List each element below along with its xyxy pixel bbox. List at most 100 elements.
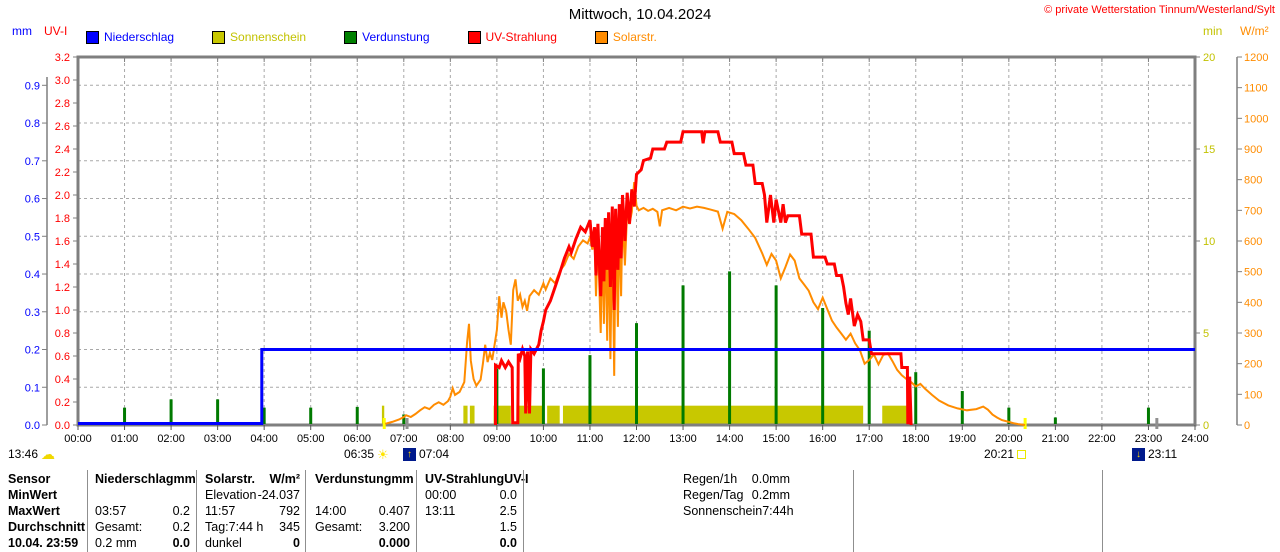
- uv-tick-label: 1.6: [55, 236, 70, 248]
- footer-cell-text: 13:11: [425, 504, 456, 518]
- uv-tick-label: 1.0: [55, 305, 70, 317]
- solarstr-line: [384, 182, 1026, 426]
- footer-col-header-uvstrahlung: UV-Strahlung UV-I: [425, 472, 528, 487]
- wm2-tick-label: 200: [1244, 359, 1262, 371]
- footer-cell-text: 0.0: [499, 536, 517, 550]
- footer-cell-text: 0.0: [172, 536, 190, 550]
- footer-row-label: MinWert: [8, 488, 58, 502]
- footer-cell-text: Gesamt:: [315, 520, 363, 534]
- mm-tick-label: 0.9: [25, 80, 40, 92]
- time-tick-label: 21:00: [1042, 433, 1070, 445]
- footer-cell-text: 0.000: [378, 536, 410, 550]
- chart-legend: Niederschlag Sonnenschein Verdunstung UV…: [86, 30, 657, 44]
- mm-tick-label: 0.7: [25, 156, 40, 168]
- footer-cell-row: Gesamt: 3.200: [315, 520, 410, 535]
- legend-label: Niederschlag: [104, 30, 175, 44]
- sunrise-sun-icon: ☀: [377, 446, 389, 462]
- solarstr-swatch-icon: [594, 30, 608, 44]
- time-tick-label: 08:00: [437, 433, 465, 445]
- uv-tick-label: 0.2: [55, 397, 70, 409]
- legend-item-solarstr: Solarstr.: [594, 30, 657, 44]
- footer-cell-row: dunkel 0: [205, 536, 300, 551]
- footer-cell-row: 03:57 0.2: [95, 504, 190, 519]
- footer-cell-text: 0.407: [378, 504, 410, 518]
- time-tick-label: 19:00: [949, 433, 977, 445]
- footer-info-row: Regen/1h 0.0mm: [683, 472, 790, 487]
- sunshine-block: [547, 405, 560, 425]
- footer-header-text: Niederschlag: [95, 472, 174, 486]
- sunshine-block: [381, 405, 385, 425]
- time-tick-label: 11:00: [577, 433, 604, 445]
- footer-divider: [523, 470, 524, 552]
- footer-header-text: mm: [391, 472, 414, 486]
- uv-tick-label: 0.6: [55, 351, 70, 363]
- uvstrahlung-line: [494, 130, 913, 426]
- uv-tick-label: 2.0: [55, 190, 70, 202]
- footer-cell-text: 0.0: [499, 488, 517, 502]
- sunrise-time-label: 06:35: [344, 447, 375, 461]
- footer-cell-text: 14:00: [315, 504, 347, 518]
- time-tick-label: 02:00: [157, 433, 185, 445]
- footer-cell-text: Elevation: [205, 488, 257, 502]
- wm2-tick-label: 600: [1244, 236, 1262, 248]
- footer-cell-text: 1.5: [499, 520, 517, 534]
- footer-header-text: mm: [173, 472, 196, 486]
- time-tick-label: 16:00: [809, 433, 837, 445]
- wm2-tick-label: 0: [1244, 420, 1250, 432]
- mm-tick-label: 0.8: [25, 118, 40, 130]
- footer-divider: [87, 470, 88, 552]
- marker-moonset: ↓ 23:11: [1132, 447, 1177, 461]
- footer-cell-row: 11:57 792: [205, 504, 300, 519]
- footer-cell-text: 03:57: [95, 504, 127, 518]
- uv-tick-label: 0.8: [55, 328, 70, 340]
- uv-tick-label: 1.2: [55, 282, 70, 294]
- time-tick-label: 10:00: [530, 433, 558, 445]
- wm2-tick-label: 500: [1244, 267, 1262, 279]
- sonnenschein-swatch-icon: [212, 30, 226, 44]
- moonrise-icon: ↑: [403, 447, 416, 461]
- footer-cell-row: 13:11 2.5: [425, 504, 517, 519]
- mm-tick-label: 0.0: [25, 420, 40, 432]
- min-tick-label: 10: [1203, 236, 1215, 248]
- current-time-label: 13:46: [8, 447, 39, 461]
- wm2-tick-label: 400: [1244, 297, 1262, 309]
- footer-info-text: 7:44h: [762, 504, 794, 518]
- footer-cell-row: 1.5: [425, 520, 517, 535]
- mm-tick-label: 0.3: [25, 307, 40, 319]
- footer-cell-text: 2.5: [499, 504, 517, 518]
- uv-tick-label: 0.0: [55, 420, 70, 432]
- footer-cell-text: Tag:7:44 h: [205, 520, 264, 534]
- footer-cell-row: 00:00 0.0: [425, 488, 517, 503]
- sunshine-block: [463, 405, 468, 425]
- legend-item-verdunstung: Verdunstung: [344, 30, 430, 44]
- uv-tick-label: 2.6: [55, 121, 70, 133]
- footer-info-row: Regen/Tag 0.2mm: [683, 488, 790, 503]
- mm-tick-label: 0.2: [25, 345, 40, 357]
- footer-row-label: Durchschnitt: [8, 520, 86, 534]
- sunshine-block: [882, 405, 913, 425]
- footer-row-label: 10.04. 23:59: [8, 536, 79, 550]
- footer-cell-text: 0.2: [172, 520, 190, 534]
- footer-cell-text: 345: [279, 520, 300, 534]
- footer-cell-text: -24.037: [257, 488, 300, 502]
- uv-strahlung-swatch-icon: [467, 30, 481, 44]
- time-tick-label: 12:00: [623, 433, 651, 445]
- footer-cell-text: Gesamt:: [95, 520, 143, 534]
- time-tick-label: 23:00: [1135, 433, 1163, 445]
- uv-tick-label: 3.0: [55, 75, 70, 87]
- footer-divider: [853, 470, 854, 552]
- mm-tick-label: 0.1: [25, 382, 40, 394]
- uv-tick-label: 2.8: [55, 98, 70, 110]
- station-copyright: © private Wetterstation Tinnum/Westerlan…: [1044, 4, 1275, 16]
- time-tick-label: 09:00: [483, 433, 511, 445]
- axis-header-mm: mm: [12, 24, 32, 38]
- footer-divider: [1102, 470, 1103, 552]
- footer-info-text: 0.0mm: [751, 472, 790, 486]
- footer-cell-text: 792: [279, 504, 300, 518]
- footer-cell-row: 0.2 mm 0.0: [95, 536, 190, 551]
- footer-col-header-niederschlag: Niederschlag mm: [95, 472, 196, 487]
- uv-tick-label: 1.8: [55, 213, 70, 225]
- sunshine-block: [516, 405, 545, 425]
- time-tick-label: 01:00: [111, 433, 139, 445]
